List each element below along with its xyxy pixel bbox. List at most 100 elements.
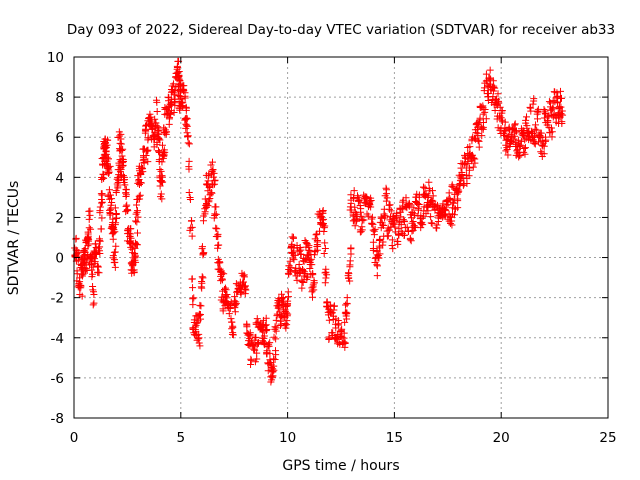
data-point <box>369 238 377 246</box>
data-point <box>479 102 487 110</box>
data-point <box>387 207 395 215</box>
y-tick-label: 10 <box>47 50 64 66</box>
data-point <box>319 208 327 216</box>
data-point <box>190 294 198 302</box>
data-point <box>119 145 127 153</box>
data-point <box>527 107 535 115</box>
data-point <box>220 270 228 278</box>
data-point <box>303 240 311 248</box>
data-point <box>147 113 155 121</box>
data-point <box>501 131 509 139</box>
data-point <box>367 196 375 204</box>
data-point <box>121 176 129 184</box>
data-point <box>109 215 117 223</box>
data-point <box>231 308 239 316</box>
data-point <box>142 152 150 160</box>
data-point <box>133 229 141 237</box>
data-point <box>107 201 115 209</box>
data-point <box>130 268 138 276</box>
data-point <box>310 251 318 259</box>
data-point <box>482 70 490 78</box>
data-point <box>444 201 452 209</box>
data-point <box>183 115 191 123</box>
data-point <box>241 285 249 293</box>
data-point <box>96 209 104 217</box>
data-point <box>486 66 494 74</box>
data-point <box>341 318 349 326</box>
data-point <box>414 205 422 213</box>
data-point <box>132 217 140 225</box>
data-point <box>118 152 126 160</box>
data-point <box>540 142 548 150</box>
data-point <box>267 378 275 386</box>
data-point <box>277 320 285 328</box>
data-point <box>309 293 317 301</box>
data-point <box>504 151 512 159</box>
data-point <box>340 329 348 337</box>
data-point <box>407 237 415 245</box>
data-point <box>388 241 396 249</box>
data-point <box>405 202 413 210</box>
data-point <box>198 273 206 281</box>
data-point <box>117 140 125 148</box>
data-point <box>289 233 297 241</box>
data-point <box>455 187 463 195</box>
data-point <box>497 114 505 122</box>
data-point <box>399 198 407 206</box>
data-point <box>183 129 191 137</box>
data-point <box>200 250 208 258</box>
data-point <box>478 132 486 140</box>
data-point <box>208 158 216 166</box>
data-point <box>474 136 482 144</box>
data-point <box>417 224 425 232</box>
data-point <box>186 193 194 201</box>
data-point <box>417 220 425 228</box>
data-point <box>210 214 218 222</box>
data-point <box>199 274 207 282</box>
data-point <box>199 217 207 225</box>
data-point <box>171 95 179 103</box>
data-point <box>138 163 146 171</box>
data-point <box>433 224 441 232</box>
data-point <box>474 129 482 137</box>
data-point <box>181 89 189 97</box>
data-point <box>392 211 400 219</box>
data-point <box>166 110 174 118</box>
data-point <box>88 266 96 274</box>
data-point <box>398 204 406 212</box>
data-point <box>360 216 368 224</box>
data-point <box>162 128 170 136</box>
data-point <box>105 186 113 194</box>
data-point <box>185 140 193 148</box>
data-point <box>112 219 120 227</box>
data-point <box>481 105 489 113</box>
data-point <box>185 157 193 165</box>
data-point <box>221 284 229 292</box>
data-point <box>204 177 212 185</box>
y-tick-labels: -8 -6 -4 -2 0 2 4 6 8 10 <box>47 50 64 427</box>
data-point <box>189 301 197 309</box>
data-point <box>212 224 220 232</box>
data-point <box>414 200 422 208</box>
data-point <box>140 158 148 166</box>
x-tick-label: 25 <box>599 430 616 446</box>
data-point <box>91 240 99 248</box>
data-point <box>548 105 556 113</box>
data-point <box>214 241 222 249</box>
data-point <box>341 339 349 347</box>
data-point <box>312 231 320 239</box>
data-point <box>188 223 196 231</box>
data-point <box>465 172 473 180</box>
data-point <box>351 222 359 230</box>
data-point <box>188 275 196 283</box>
data-point <box>347 250 355 258</box>
data-point <box>517 137 525 145</box>
data-point <box>209 181 217 189</box>
data-point <box>133 218 141 226</box>
data-point <box>358 217 366 225</box>
data-point <box>176 77 184 85</box>
data-point <box>158 173 166 181</box>
y-tick-label: -8 <box>51 411 64 427</box>
data-point <box>501 118 509 126</box>
data-point <box>195 339 203 347</box>
